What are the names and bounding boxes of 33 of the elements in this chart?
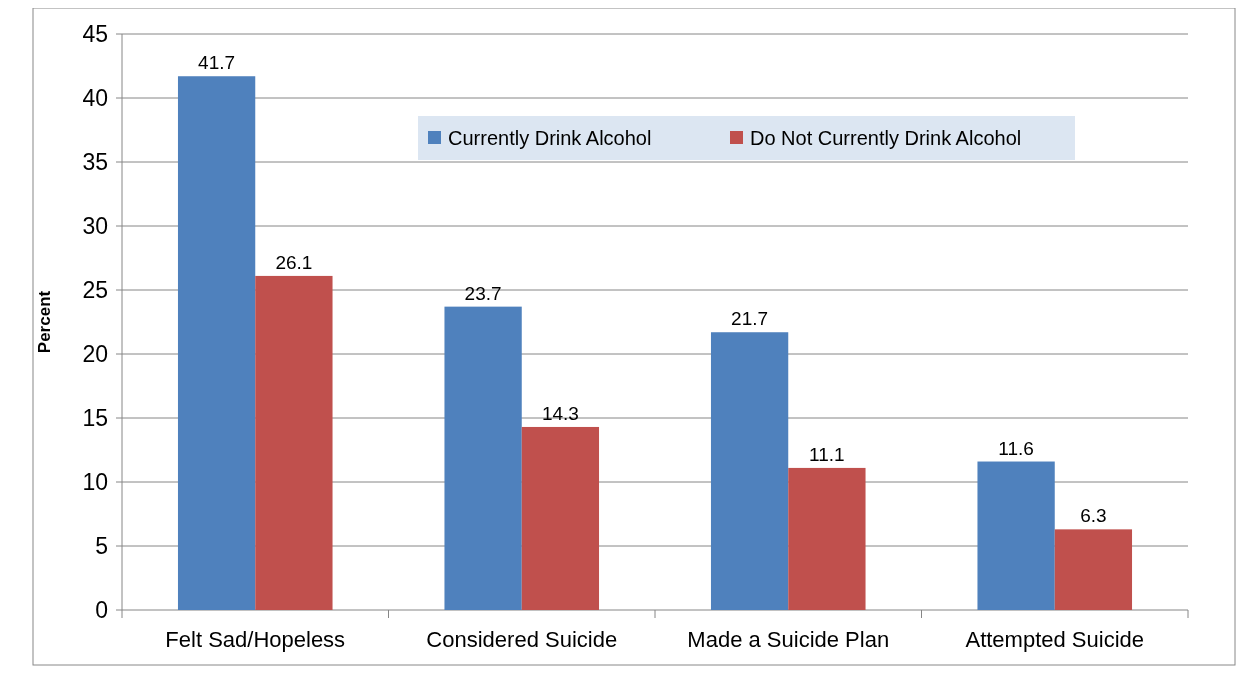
bar <box>788 467 866 610</box>
x-tick-label: Made a Suicide Plan <box>687 627 890 652</box>
x-tick-label: Attempted Suicide <box>965 627 1145 652</box>
y-tick-label: 20 <box>82 341 108 367</box>
bar <box>710 332 789 610</box>
data-label: 6.3 <box>1080 505 1107 527</box>
data-label: 11.6 <box>998 437 1034 459</box>
bar <box>977 461 1055 610</box>
y-tick-label: 25 <box>82 277 108 303</box>
y-tick-label: 30 <box>82 213 108 239</box>
y-tick-label: 10 <box>82 469 108 495</box>
bar <box>255 275 333 610</box>
y-axis-title: Percent <box>35 290 54 354</box>
data-label: 23.7 <box>464 282 502 304</box>
y-tick-label: 0 <box>95 597 108 623</box>
data-label: 11.1 <box>809 443 845 465</box>
data-label: 26.1 <box>275 251 313 273</box>
y-tick-label: 45 <box>82 21 108 47</box>
x-tick-label: Considered Suicide <box>426 627 618 652</box>
bar <box>444 306 522 610</box>
y-tick-label: 35 <box>82 149 108 175</box>
data-label: 14.3 <box>541 402 579 424</box>
y-tick-label: 15 <box>82 405 108 431</box>
legend-label: Currently Drink Alcohol <box>448 127 652 149</box>
bar <box>1054 529 1133 610</box>
y-tick-label: 5 <box>95 533 108 559</box>
legend-label: Do Not Currently Drink Alcohol <box>750 127 1022 149</box>
bar <box>177 76 256 610</box>
bar <box>521 426 600 610</box>
data-label: 41.7 <box>198 52 236 74</box>
y-tick-label: 40 <box>82 85 108 111</box>
x-tick-label: Felt Sad/Hopeless <box>165 627 346 652</box>
data-label: 21.7 <box>731 308 769 330</box>
